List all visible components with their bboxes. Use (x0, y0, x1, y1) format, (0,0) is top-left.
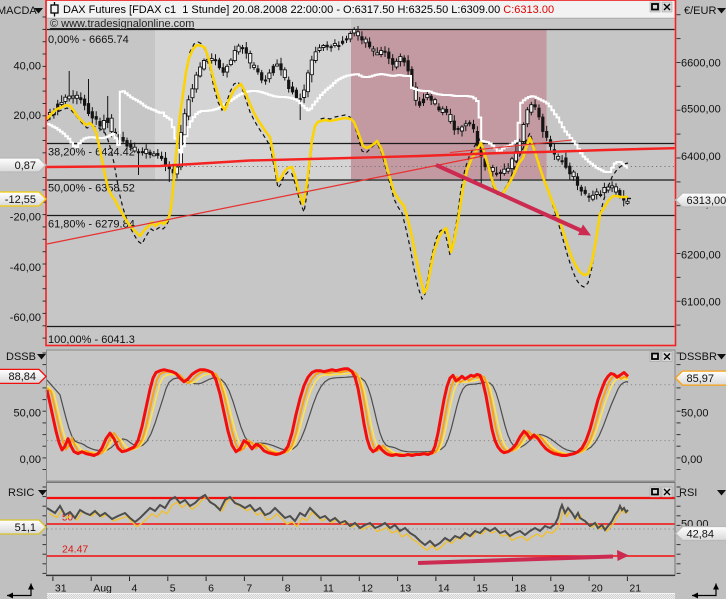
svg-text:6100,00: 6100,00 (681, 296, 721, 308)
svg-text:18: 18 (515, 583, 527, 595)
svg-text:6: 6 (208, 583, 214, 595)
svg-text:-40,00: -40,00 (10, 262, 41, 274)
svg-text:6500,00: 6500,00 (681, 104, 721, 116)
svg-text:-20,00: -20,00 (10, 211, 41, 223)
svg-text:8: 8 (285, 583, 291, 595)
svg-text:42,84: 42,84 (687, 528, 715, 540)
svg-text:13: 13 (400, 583, 412, 595)
svg-text:0,00: 0,00 (20, 454, 41, 466)
svg-text:20: 20 (591, 583, 603, 595)
svg-text:Aug: Aug (93, 583, 112, 595)
svg-text:21: 21 (629, 583, 641, 595)
svg-text:6200,00: 6200,00 (681, 249, 721, 261)
svg-text:38,20% - 6424.42: 38,20% - 6424.42 (48, 147, 135, 159)
svg-text:DSSB: DSSB (6, 351, 36, 363)
svg-text:31: 31 (55, 583, 67, 595)
svg-text:15: 15 (476, 583, 488, 595)
svg-text:12: 12 (361, 583, 373, 595)
svg-text:5: 5 (170, 583, 176, 595)
svg-text:© www.tradesignalonline.com: © www.tradesignalonline.com (50, 18, 194, 30)
svg-text:0,00: 0,00 (681, 454, 702, 466)
svg-text:40,00: 40,00 (13, 60, 41, 72)
svg-text:6313,00: 6313,00 (687, 195, 726, 207)
svg-text:DAX Futures [FDAX c1 1 Stunde: DAX Futures [FDAX c1 1 Stunde] 20.08.200… (63, 4, 554, 16)
svg-text:20,00: 20,00 (13, 110, 41, 122)
svg-text:-12,55: -12,55 (5, 194, 36, 206)
svg-text:7: 7 (246, 583, 252, 595)
svg-text:88,84: 88,84 (8, 371, 36, 383)
svg-text:100,00% - 6041.3: 100,00% - 6041.3 (48, 334, 135, 346)
svg-text:-60,00: -60,00 (10, 312, 41, 324)
svg-text:0,00% - 6665.74: 0,00% - 6665.74 (48, 34, 129, 46)
svg-text:RSI: RSI (679, 487, 697, 499)
svg-text:50,00: 50,00 (13, 407, 41, 419)
svg-text:0,87: 0,87 (15, 160, 36, 172)
svg-text:85,97: 85,97 (687, 373, 715, 385)
svg-text:DSSBR: DSSBR (679, 351, 717, 363)
svg-text:6600,00: 6600,00 (681, 57, 721, 69)
svg-text:€/EUR: €/EUR (684, 5, 716, 17)
svg-text:11: 11 (323, 583, 334, 595)
svg-text:6400,00: 6400,00 (681, 151, 721, 163)
svg-text:61,80% - 6279.84: 61,80% - 6279.84 (48, 219, 135, 231)
svg-text:MACDA: MACDA (0, 5, 37, 17)
svg-text:50,00% - 6358.52: 50,00% - 6358.52 (48, 183, 135, 195)
svg-text:19: 19 (553, 583, 565, 595)
svg-text:24.47: 24.47 (62, 544, 88, 556)
svg-text:14: 14 (438, 583, 450, 595)
svg-text:RSIC: RSIC (8, 487, 34, 499)
svg-text:51,1: 51,1 (15, 522, 36, 534)
svg-text:4: 4 (132, 583, 138, 595)
svg-text:50,00: 50,00 (681, 407, 709, 419)
